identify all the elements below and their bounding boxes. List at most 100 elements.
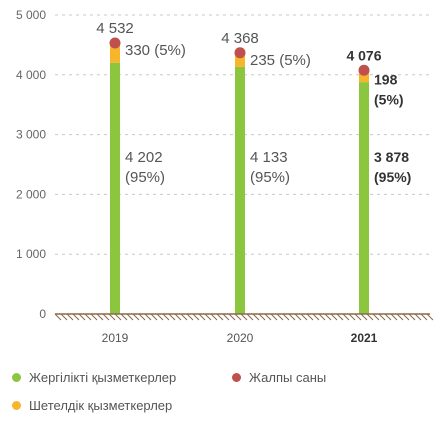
ground-hatch [126, 313, 134, 321]
data-labels: 4 532 330 (5%) 4 202 (95%) 4 368 235 (5%) 4 13… [96, 20, 411, 186]
ground-hatch [180, 313, 188, 321]
total-marker-2021 [358, 64, 370, 76]
ground-hatch [138, 313, 146, 321]
legend: Жергілікті қызметкерлер Жалпы саны Шетел… [12, 364, 432, 424]
legend-item-local: Жергілікті қызметкерлер [12, 370, 176, 385]
ground-hatch [168, 313, 176, 321]
ground-hatch [156, 313, 164, 321]
legend-label-foreign: Шетелдік қызметкерлер [29, 398, 173, 413]
ground-hatch [294, 313, 302, 321]
local-label-2019: (95%) [125, 169, 165, 186]
bar-local-2020 [235, 66, 245, 314]
x-tick-label-2020: 2020 [227, 331, 254, 345]
ground-hatch [306, 313, 314, 321]
ground-hatch [330, 313, 338, 321]
ground-hatch [336, 313, 344, 321]
ground-hatch [324, 313, 332, 321]
local-label-2021: 3 878 [374, 149, 409, 165]
foreign-label-2020: 235 (5%) [250, 52, 311, 69]
ground-hatch [342, 313, 350, 321]
ground-hatch [60, 313, 68, 321]
ground-hatch [174, 313, 182, 321]
ground-hatch [276, 313, 284, 321]
ground-hatch [390, 313, 398, 321]
ground-hatch [318, 313, 326, 321]
ground-hatch [288, 313, 296, 321]
y-tick-label: 3 000 [16, 128, 46, 142]
bar-local-2019 [110, 62, 120, 315]
legend-marker-local [12, 373, 21, 382]
ground-hatch [216, 313, 224, 321]
ground-hatch [90, 313, 98, 321]
local-label-2021: (95%) [374, 169, 411, 185]
ground-hatch [378, 313, 386, 321]
y-axis: 0 1 000 2 000 3 000 4 000 5 000 [16, 8, 46, 321]
ground-hatch [228, 313, 236, 321]
y-tick-label: 4 000 [16, 68, 46, 82]
ground-hatch [72, 313, 80, 321]
bar-foreign-2020 [235, 52, 245, 67]
ground-hatch [384, 313, 392, 321]
legend-label-total: Жалпы саны [249, 370, 327, 385]
ground-hatch [270, 313, 278, 321]
stacked-bar-chart: 0 1 000 2 000 3 000 4 000 5 000 4 532 330 (5%)… [16, 8, 434, 345]
legend-marker-foreign [12, 401, 21, 410]
foreign-label-2021: 198 [374, 71, 398, 87]
ground-hatch [354, 313, 362, 321]
bar-foreign-2021 [359, 70, 369, 83]
ground-hatch [246, 313, 254, 321]
x-tick-label-2019: 2019 [102, 331, 129, 345]
ground-hatch [78, 313, 86, 321]
ground-hatch [132, 313, 140, 321]
bars [109, 37, 370, 315]
legend-item-foreign: Шетелдік қызметкерлер [12, 398, 172, 413]
ground-hatch [234, 313, 242, 321]
x-tick-label-2021: 2021 [351, 331, 378, 345]
legend-item-total: Жалпы саны [232, 370, 326, 385]
ground-hatch [102, 313, 110, 321]
ground-hatch [348, 313, 356, 321]
ground-hatch [258, 313, 266, 321]
local-label-2020: (95%) [250, 169, 290, 186]
y-tick-label: 2 000 [16, 187, 46, 201]
ground-hatch [408, 313, 416, 321]
ground-hatch [282, 313, 290, 321]
ground-hatch [420, 313, 428, 321]
ground-hatch [54, 313, 62, 321]
ground-hatch [222, 313, 230, 321]
ground-hatch [120, 313, 128, 321]
ground-hatch [204, 313, 212, 321]
ground-hatch [402, 313, 410, 321]
x-axis: 2019 2020 2021 [102, 331, 378, 345]
ground-hatch [312, 313, 320, 321]
total-label-2021: 4 076 [346, 47, 381, 63]
bar-foreign-2019 [110, 42, 120, 63]
legend-label-local: Жергілікті қызметкерлер [29, 370, 177, 385]
ground-hatch [240, 313, 248, 321]
foreign-label-2021: (5%) [374, 91, 404, 107]
local-label-2019: 4 202 [125, 149, 163, 166]
ground-hatch [198, 313, 206, 321]
total-marker-2020 [234, 47, 246, 59]
ground-hatch [162, 313, 170, 321]
foreign-label-2019: 330 (5%) [125, 42, 186, 59]
total-marker-2019 [109, 37, 121, 49]
ground-hatch [264, 313, 272, 321]
ground-hatch [252, 313, 260, 321]
ground-hatch [210, 313, 218, 321]
y-tick-label: 1 000 [16, 247, 46, 261]
ground-line [54, 313, 434, 321]
total-label-2020: 4 368 [221, 30, 259, 47]
ground-hatch [66, 313, 74, 321]
ground-hatch [192, 313, 200, 321]
ground-hatch [84, 313, 92, 321]
y-tick-label: 0 [39, 307, 46, 321]
ground-hatch [396, 313, 404, 321]
ground-hatch [366, 313, 374, 321]
ground-hatch [186, 313, 194, 321]
total-label-2019: 4 532 [96, 20, 134, 37]
ground-hatch [426, 313, 434, 321]
ground-hatch [300, 313, 308, 321]
ground-hatch [372, 313, 380, 321]
ground-hatch [108, 313, 116, 321]
